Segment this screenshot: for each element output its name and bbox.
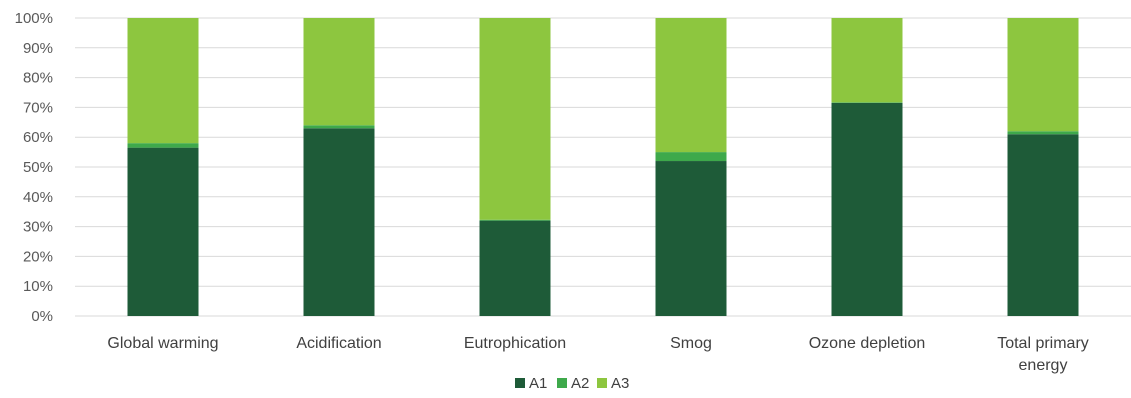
legend-label-a1: A1 [529, 375, 547, 392]
bar-segment-a2 [1007, 131, 1079, 135]
y-tick-label: 30% [23, 219, 53, 236]
bars [127, 18, 1079, 317]
y-tick-label: 40% [23, 189, 53, 206]
legend-label-a2: A2 [571, 375, 589, 392]
legend-swatch-a1 [515, 378, 525, 388]
y-tick-label: 50% [23, 159, 53, 176]
legend-swatch-a2 [557, 378, 567, 388]
y-axis: 0% 10% 20% 30% 40% 50% 60% 70% 80% 90% 100% [15, 10, 53, 325]
bar-segment-a3 [1007, 18, 1079, 132]
x-tick-label: Smog [670, 335, 712, 352]
legend: A1 A2 A3 [515, 375, 629, 392]
bar-segment-a3 [303, 18, 375, 126]
legend-label-a3: A3 [611, 375, 629, 392]
bar-segment-a1 [303, 128, 375, 316]
bar-segment-a1 [479, 220, 551, 316]
x-tick-label: Total primary energy [997, 335, 1089, 374]
bar-segment-a3 [831, 18, 903, 103]
bar-segment-a1 [127, 147, 199, 316]
y-tick-label: 10% [23, 278, 53, 295]
x-tick-label: Global warming [107, 335, 218, 352]
bar-segment-a3 [479, 18, 551, 220]
bar-segment-a2 [831, 102, 903, 103]
bar-segment-a1 [655, 161, 727, 316]
bar-segment-a1 [1007, 134, 1079, 316]
x-tick-label: Eutrophication [464, 335, 566, 352]
bar-segment-a2 [655, 152, 727, 162]
gridlines [75, 17, 1131, 317]
bar-segment-a2 [303, 125, 375, 129]
y-tick-label: 70% [23, 99, 53, 116]
bar-segment-a2 [479, 219, 551, 221]
bar-segment-a1 [831, 102, 903, 317]
legend-swatch-a3 [597, 378, 607, 388]
x-tick-label: Ozone depletion [809, 335, 926, 352]
y-tick-label: 80% [23, 70, 53, 87]
x-axis: Global warming Acidification Eutrophicatio… [107, 335, 1088, 374]
x-tick-label: Acidification [296, 335, 381, 352]
y-tick-label: 100% [15, 10, 53, 27]
bar-segment-a3 [655, 18, 727, 153]
y-tick-label: 0% [31, 308, 53, 325]
bar-segment-a3 [127, 18, 199, 144]
bar-segment-a2 [127, 143, 199, 148]
y-tick-label: 90% [23, 40, 53, 57]
y-tick-label: 60% [23, 129, 53, 146]
y-tick-label: 20% [23, 248, 53, 265]
